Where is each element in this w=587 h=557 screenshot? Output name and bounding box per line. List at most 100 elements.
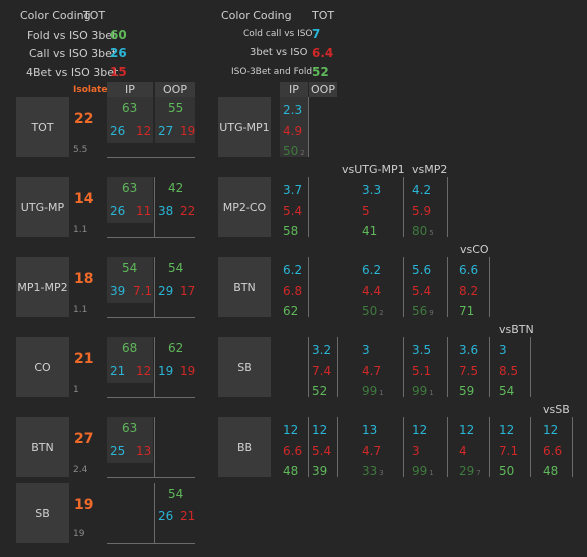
left-legend-tot: TOT xyxy=(83,9,106,22)
position-tot: TOT xyxy=(16,97,69,157)
col-divider xyxy=(489,417,490,477)
row-divider xyxy=(107,397,195,398)
vsmp2-iso-fold: 56 9 xyxy=(412,304,434,318)
vsco-cold-call: 12 xyxy=(459,423,475,437)
col-divider xyxy=(403,177,404,237)
vsmp2-cold-call: 3.5 xyxy=(412,343,432,357)
right-legend-label: 3bet vs ISO xyxy=(250,47,308,58)
ip-fold: 68 xyxy=(122,341,138,355)
vsmp2-iso-fold: 99 1 xyxy=(412,464,434,478)
vsbtn-iso-fold: 50 xyxy=(499,464,515,478)
col-divider xyxy=(337,417,338,477)
right-legend-value: 6.4 xyxy=(312,46,334,60)
hands-count: 1.1 xyxy=(73,305,88,315)
hands-count: 5.5 xyxy=(73,145,88,155)
right-legend-value: 52 xyxy=(312,65,329,79)
right-legend-value: 7 xyxy=(312,27,321,41)
col-header-vsmp2: vsMP2 xyxy=(412,163,448,176)
ip-cold-call: 6.2 xyxy=(283,263,303,277)
col-divider xyxy=(308,177,309,237)
ip-3bet: 6.8 xyxy=(283,284,303,298)
col-divider xyxy=(154,257,155,317)
col-divider xyxy=(489,337,490,397)
col-divider xyxy=(308,97,309,157)
vsco-cold-call: 6.6 xyxy=(459,263,479,277)
ip-header: IP xyxy=(107,82,153,97)
oop-4bet: 17 xyxy=(180,284,196,298)
vsmp2-iso-fold: 80 5 xyxy=(412,224,434,238)
ip-cell xyxy=(107,177,153,223)
oop-4bet: 19 xyxy=(180,364,196,378)
vsutg-3bet: 4.7 xyxy=(362,444,382,458)
row-divider xyxy=(107,237,195,238)
hands-count: 1 xyxy=(73,385,79,395)
position-btn: BTN xyxy=(16,417,69,477)
vsmp2-cold-call: 4.2 xyxy=(412,183,432,197)
ip-iso-fold: 50 2 xyxy=(283,144,305,158)
vsco-3bet: 8.2 xyxy=(459,284,479,298)
isolate-value: 21 xyxy=(74,351,94,367)
oop-call: 26 xyxy=(158,509,174,523)
isolate-value: 19 xyxy=(74,497,94,513)
isolate-header: Isolate xyxy=(73,85,108,95)
ip-fold: 54 xyxy=(122,261,138,275)
ip-cell xyxy=(107,97,153,143)
col-divider xyxy=(154,417,155,477)
ip-4bet: 11 xyxy=(136,204,152,218)
vsutg-iso-fold: 33 3 xyxy=(362,464,384,478)
col-divider xyxy=(154,177,155,237)
vssb-iso-fold: 48 xyxy=(543,464,559,478)
row-divider xyxy=(107,157,195,158)
ip-3bet: 6.6 xyxy=(283,444,303,458)
col-divider xyxy=(154,483,155,543)
vsutg-iso-fold: 41 xyxy=(362,224,378,238)
vsmp2-iso-fold: 99 1 xyxy=(412,384,434,398)
oop-fold: 55 xyxy=(168,101,184,115)
left-legend-value: 60 xyxy=(110,28,127,42)
ip-header-right: IP xyxy=(280,82,308,97)
position-sb: SB xyxy=(16,483,69,543)
ip-cell xyxy=(107,417,153,463)
left-legend-title: Color Coding xyxy=(20,9,91,22)
left-legend-value: 15 xyxy=(110,65,127,79)
col-divider xyxy=(447,177,448,237)
oop-call: 27 xyxy=(158,124,174,138)
ip-iso-fold: 48 xyxy=(283,464,299,478)
hands-count: 1.1 xyxy=(73,225,88,235)
oop-header-right: OOP xyxy=(309,82,337,97)
col-header-vsutg-mp1: vsUTG-MP1 xyxy=(342,163,405,176)
position-mp1-mp2: MP1-MP2 xyxy=(16,257,69,317)
vssb-cold-call: 12 xyxy=(543,423,559,437)
isolate-value: 22 xyxy=(74,111,94,127)
ip-cold-call: 2.3 xyxy=(283,103,303,117)
col-header-vssb: vsSB xyxy=(543,403,570,416)
col-divider xyxy=(403,257,404,317)
right-legend-label: Cold call vs ISO xyxy=(243,29,313,39)
ip-cold-call: 3.7 xyxy=(283,183,303,197)
vsmp2-3bet: 5.9 xyxy=(412,204,432,218)
oop-cold-call: 3.2 xyxy=(312,343,332,357)
ip-fold: 63 xyxy=(122,181,138,195)
vsco-cold-call: 3.6 xyxy=(459,343,479,357)
position-sb-right: SB xyxy=(218,337,271,397)
vsutg-cold-call: 3 xyxy=(362,343,370,357)
left-legend-label: Call vs ISO 3bet xyxy=(29,47,117,60)
right-legend-title: Color Coding xyxy=(221,9,292,22)
vsco-iso-fold: 71 xyxy=(459,304,475,318)
ip-iso-fold: 58 xyxy=(283,224,299,238)
ip-3bet: 5.4 xyxy=(283,204,303,218)
left-legend-label: Fold vs ISO 3bet xyxy=(27,29,117,42)
ip-call: 25 xyxy=(110,444,126,458)
vsco-3bet: 7.5 xyxy=(459,364,479,378)
col-divider xyxy=(403,417,404,477)
vsbtn-3bet: 7.1 xyxy=(499,444,519,458)
col-divider xyxy=(530,417,531,477)
ip-call: 26 xyxy=(110,124,126,138)
vsutg-iso-fold: 50 2 xyxy=(362,304,384,318)
col-divider xyxy=(530,337,531,397)
vsmp2-3bet: 5.4 xyxy=(412,284,432,298)
vsbtn-cold-call: 3 xyxy=(499,343,507,357)
ip-call: 39 xyxy=(110,284,126,298)
oop-fold: 54 xyxy=(168,261,184,275)
isolate-value: 18 xyxy=(74,271,94,287)
